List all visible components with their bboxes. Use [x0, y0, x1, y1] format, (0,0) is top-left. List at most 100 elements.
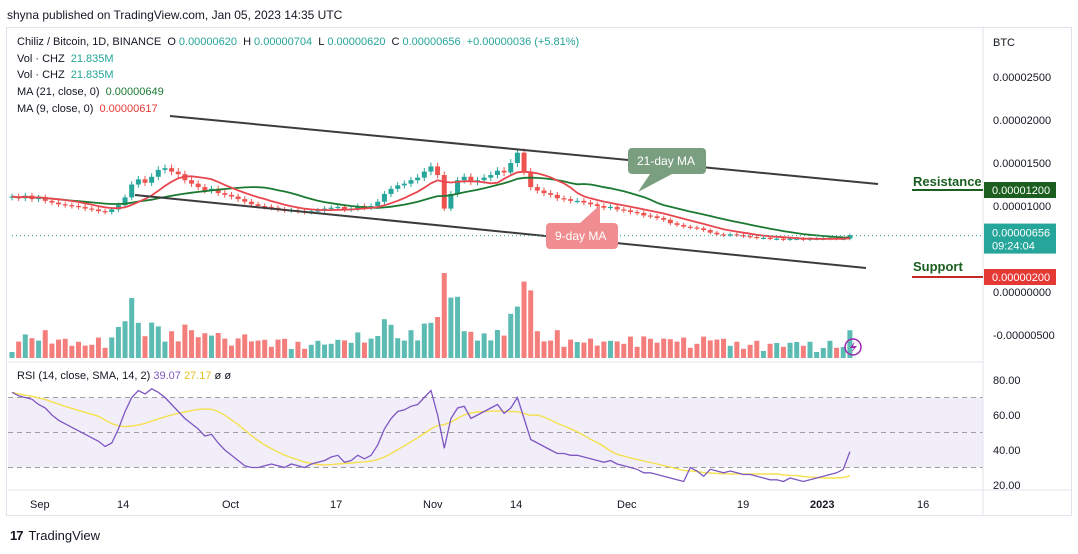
ma21-callout-box — [628, 148, 706, 174]
volume-bar — [248, 341, 254, 358]
volume-bar — [727, 345, 733, 358]
candle-body — [508, 163, 514, 173]
time-tick-label: 19 — [737, 499, 749, 511]
vol1-value: 21.835M — [70, 53, 114, 65]
candle-body — [421, 171, 427, 178]
candle-body — [109, 209, 115, 213]
volume-bar — [228, 345, 234, 358]
ma21-callout-pointer — [638, 174, 672, 192]
candle-body — [262, 206, 268, 208]
volume-bar — [129, 298, 135, 358]
candle-body — [514, 152, 520, 163]
volume-bar — [475, 340, 480, 358]
candle-body — [681, 224, 687, 227]
candle-body — [248, 201, 254, 205]
candle-body — [468, 176, 474, 182]
candle-body — [69, 205, 75, 207]
candle-body — [441, 175, 447, 209]
volume-bar — [401, 340, 407, 358]
volume-bar — [455, 296, 461, 358]
volume-legend-1: Vol · CHZ 21.835M — [17, 53, 117, 65]
volume-bar — [581, 342, 587, 358]
price-tick-label: 0.00001000 — [993, 201, 1051, 213]
volume-bar — [189, 330, 195, 358]
volume-bar — [734, 341, 740, 358]
price-tick-label: 0.00001500 — [993, 158, 1051, 170]
volume-bar — [561, 346, 567, 358]
candle-body — [741, 235, 746, 237]
volume-bar — [342, 340, 347, 358]
rsi-tick-label: 80.00 — [993, 375, 1021, 387]
volume-bar — [22, 334, 28, 358]
volume-bar — [315, 340, 321, 358]
time-tick-label: Nov — [423, 499, 443, 511]
candle-body — [754, 236, 760, 239]
candle-body — [608, 206, 613, 209]
volume-bar — [302, 348, 308, 358]
volume-bar — [381, 319, 387, 358]
volume-bar — [694, 343, 700, 358]
volume-bar — [807, 341, 813, 358]
close-label: C — [391, 36, 400, 48]
volume-bar — [115, 327, 121, 358]
candle-body — [235, 196, 241, 200]
volume-bar — [42, 330, 48, 358]
candle-body — [175, 171, 181, 175]
ma9-value: 0.00000617 — [99, 103, 158, 115]
candle-body — [242, 199, 248, 202]
volume-bar — [395, 338, 401, 358]
rsi-ma-line — [11, 391, 851, 479]
candle-body — [494, 170, 500, 176]
ma21-callout-text: 21-day MA — [637, 154, 695, 168]
candle-body — [342, 206, 347, 210]
volume-bar — [56, 339, 62, 358]
volume-bar — [774, 343, 780, 358]
volume-bar — [481, 333, 487, 358]
time-tick-label: 2023 — [810, 499, 834, 511]
vol1-label: Vol · CHZ — [17, 53, 65, 65]
vol2-value: 21.835M — [70, 69, 114, 81]
volume-bar — [760, 351, 766, 358]
candle-body — [521, 152, 527, 172]
candle-body — [122, 197, 128, 206]
price-tick-label: 0.00002500 — [993, 72, 1051, 84]
candle-body — [268, 206, 274, 209]
volume-bar — [661, 338, 667, 358]
candle-body — [395, 185, 401, 189]
volume-bar — [641, 336, 647, 358]
volume-bar — [514, 306, 520, 358]
volume-bar — [155, 326, 161, 358]
candle-body — [448, 193, 454, 209]
candle-body — [76, 206, 81, 208]
volume-bar — [594, 345, 600, 358]
volume-bar — [488, 340, 494, 358]
candle-body — [747, 236, 753, 238]
vol2-label: Vol · CHZ — [17, 69, 65, 81]
rsi-tick-label: 60.00 — [993, 410, 1021, 422]
volume-bar — [521, 281, 527, 358]
volume-bar — [95, 337, 101, 358]
candle-body — [328, 207, 334, 209]
candle-body — [195, 183, 201, 188]
candle-body — [667, 219, 673, 224]
volume-bar — [335, 339, 341, 358]
candle-body — [568, 199, 574, 201]
close-value: 0.00000656 — [402, 36, 461, 48]
candle-body — [621, 209, 627, 211]
candle-body — [129, 184, 135, 198]
volume-bar — [82, 345, 88, 358]
change-value: +0.00000036 (+5.81%) — [466, 36, 580, 48]
symbol-label: Chiliz / Bitcoin, 1D, BINANCE — [17, 36, 162, 48]
open-label: O — [167, 36, 176, 48]
volume-bar — [435, 317, 441, 358]
volume-bar — [89, 344, 95, 358]
footer: 17 TradingView — [10, 528, 100, 543]
volume-bar — [721, 338, 727, 358]
channel-upper-line — [169, 115, 879, 185]
volume-bar — [209, 335, 214, 358]
time-tick-label: Oct — [222, 499, 239, 511]
volume-bar — [501, 335, 507, 358]
candle-body — [135, 179, 141, 185]
ma21-value: 0.00000649 — [105, 86, 164, 98]
